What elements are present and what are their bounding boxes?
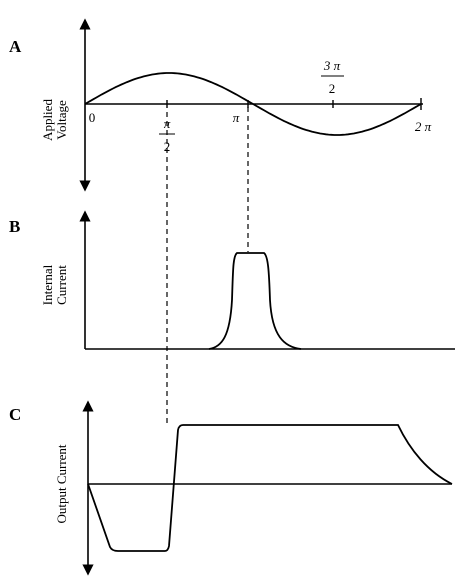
- tick-label-three-half-pi-denominator: 2: [329, 81, 336, 96]
- panel-c-axis-title: Output Current: [54, 444, 69, 523]
- panel-a: A Applied Voltage 0 π 2 π 3 π 2 2 π: [9, 18, 432, 192]
- tick-label-half-pi-denominator: 2: [164, 139, 171, 154]
- panel-b-axis-title: Internal Current: [40, 264, 69, 305]
- applied-voltage-sine-curve: [84, 72, 422, 136]
- panel-b-letter: B: [9, 217, 20, 236]
- panel-b-axis-title-line1: Internal: [40, 264, 55, 305]
- panel-a-letter: A: [9, 37, 22, 56]
- panel-a-axis-title-line1: Applied: [40, 99, 55, 141]
- tick-label-three-half-pi: 3 π 2: [321, 58, 344, 96]
- tick-label-pi: π: [233, 110, 240, 125]
- panel-c-letter: C: [9, 405, 21, 424]
- panel-a-axis-title-line2: Voltage: [54, 100, 69, 140]
- panel-a-axis-title: Applied Voltage: [40, 99, 69, 141]
- panel-b: B Internal Current: [9, 210, 455, 350]
- tick-label-zero: 0: [89, 110, 96, 125]
- tick-label-two-pi: 2 π: [415, 119, 432, 134]
- tick-label-three-half-pi-numerator: 3 π: [323, 58, 341, 73]
- panel-c: C Output Current: [9, 400, 453, 576]
- panel-b-axis-title-line2: Current: [54, 265, 69, 305]
- output-current-waveform: [87, 424, 453, 552]
- internal-current-pulse: [208, 252, 302, 350]
